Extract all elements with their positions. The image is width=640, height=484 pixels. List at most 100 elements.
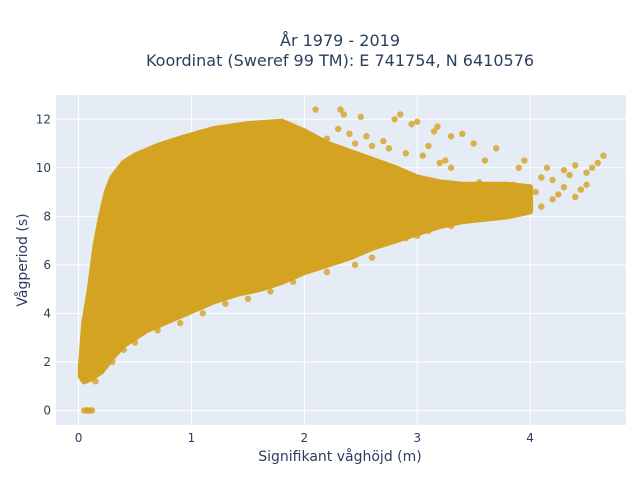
data-point (92, 378, 99, 385)
data-point (588, 164, 596, 171)
data-point (481, 157, 489, 164)
y-tick-label: 8 (43, 209, 51, 223)
data-point (267, 288, 274, 295)
data-point (323, 268, 331, 276)
data-point (109, 358, 116, 366)
data-point (594, 159, 601, 167)
data-point (583, 169, 590, 176)
data-point (120, 346, 127, 353)
point-cloud (77, 118, 534, 385)
data-point (131, 339, 139, 346)
data-point (368, 254, 376, 261)
data-point (526, 198, 534, 205)
data-point (154, 327, 161, 334)
data-point (436, 159, 443, 167)
data-point (515, 164, 522, 171)
data-point (368, 142, 376, 150)
data-point (244, 295, 252, 303)
data-point (425, 227, 432, 235)
data-point (199, 310, 206, 317)
chart-title-line-2: Koordinat (Sweref 99 TM): E 741754, N 64… (146, 51, 534, 70)
data-point (583, 181, 590, 188)
data-point (509, 181, 517, 188)
data-point (351, 261, 359, 269)
y-tick-label: 2 (43, 355, 51, 369)
y-tick-label: 0 (43, 403, 51, 417)
data-point (430, 128, 438, 135)
data-point (83, 407, 90, 414)
data-point (357, 113, 364, 121)
data-point (543, 164, 551, 171)
data-point (391, 116, 398, 123)
data-point (442, 157, 449, 164)
x-tick-label: 1 (188, 431, 196, 445)
data-point (577, 186, 585, 193)
data-point (289, 278, 297, 286)
data-point (402, 150, 410, 157)
y-tick-label: 12 (36, 112, 51, 126)
data-point (566, 171, 573, 179)
data-point (408, 120, 415, 128)
data-point (312, 106, 319, 113)
data-point (549, 196, 556, 203)
data-point (397, 111, 404, 118)
data-point (521, 157, 528, 164)
data-point (363, 133, 370, 140)
data-point (572, 162, 579, 169)
data-point (555, 191, 562, 198)
data-point (549, 176, 556, 184)
data-point (88, 407, 96, 414)
data-point (538, 203, 545, 210)
x-axis-title: Signifikant våghöjd (m) (258, 448, 421, 465)
data-point (323, 135, 331, 142)
y-tick-label: 10 (36, 161, 51, 175)
data-point (334, 125, 342, 133)
data-point (351, 140, 359, 147)
data-point (86, 375, 94, 383)
data-point (498, 186, 506, 193)
data-point (413, 118, 421, 125)
data-point (447, 164, 455, 171)
data-point (532, 188, 539, 196)
chart-title-line-1: År 1979 - 2019 (280, 31, 400, 50)
x-tick-label: 2 (300, 431, 308, 445)
data-point (464, 184, 472, 191)
data-point (385, 145, 393, 152)
data-point (380, 137, 387, 145)
data-point (560, 167, 568, 174)
data-point (447, 133, 455, 140)
points-layer (81, 106, 607, 414)
data-point (97, 365, 105, 373)
x-tick-label: 3 (413, 431, 421, 445)
data-point (413, 232, 421, 239)
data-point (337, 106, 344, 113)
data-point (346, 130, 353, 138)
data-point (487, 188, 494, 196)
y-tick-label: 4 (43, 306, 51, 320)
x-tick-label: 4 (526, 431, 534, 445)
data-point (176, 319, 184, 327)
x-tick-label: 0 (75, 431, 83, 445)
data-point (470, 140, 477, 147)
data-point (434, 123, 441, 130)
data-point (436, 217, 443, 225)
data-point (476, 179, 483, 186)
data-point (492, 145, 500, 152)
data-point (572, 193, 579, 201)
data-point (334, 256, 342, 264)
data-point (459, 130, 466, 138)
point-cloud-layer (77, 118, 534, 385)
data-point (425, 142, 432, 150)
y-tick-label: 6 (43, 258, 51, 272)
data-point (447, 222, 455, 230)
data-point (402, 234, 410, 242)
data-point (600, 152, 607, 159)
data-point (222, 300, 229, 307)
data-point (340, 111, 348, 118)
data-point (419, 152, 427, 159)
y-axis-title: Vågperiod (s) (14, 213, 31, 306)
data-point (560, 184, 568, 191)
